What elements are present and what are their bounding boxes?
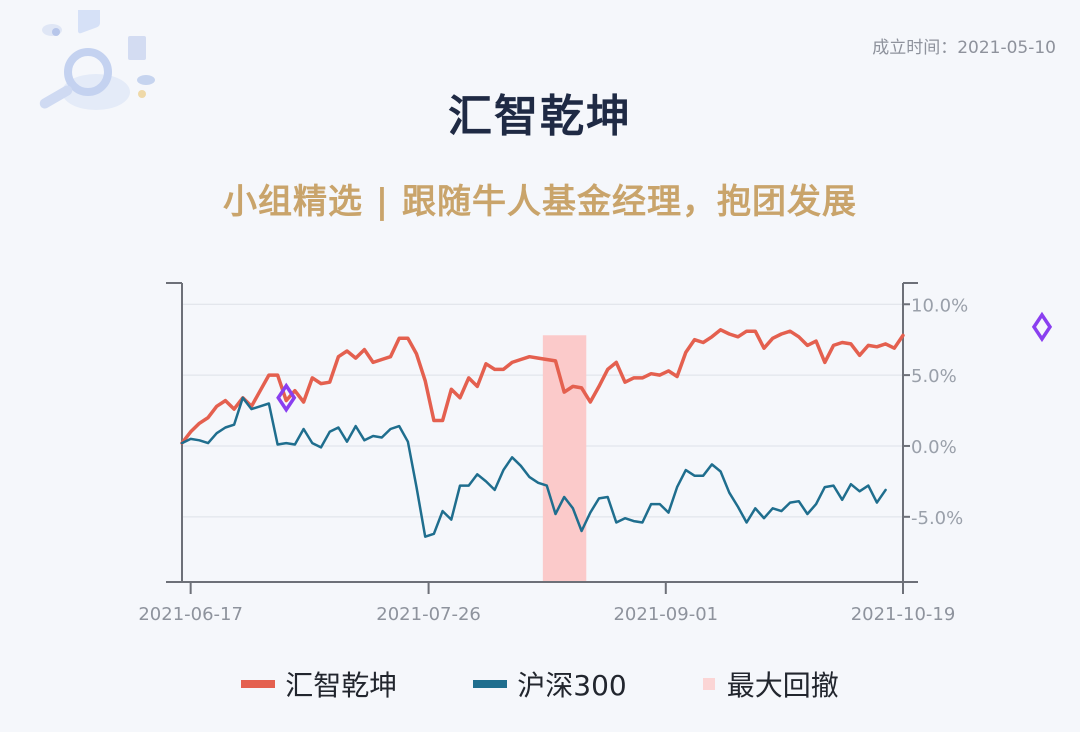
legend-item-portfolio: 汇智乾坤 (241, 664, 397, 704)
series-line-1 (180, 396, 887, 538)
panel-shape (78, 10, 100, 34)
legend-label-portfolio: 汇智乾坤 (285, 669, 398, 702)
dot-shape (52, 28, 60, 36)
x-tick-label-2: 2021-09-01 (613, 604, 718, 625)
y-tick-label-1: 5.0% (911, 366, 957, 387)
series-line-0 (180, 328, 905, 445)
drawdown-band (542, 335, 587, 582)
establish-date-value: 2021-05-10 (957, 38, 1056, 58)
legend-label-index: 沪深300 (517, 669, 627, 702)
decorative-illustration (39, 10, 155, 110)
x-tick-label-3: 2021-10-19 (851, 604, 956, 625)
legend-label-drawdown: 最大回撤 (726, 669, 839, 702)
legend-item-index: 沪深300 (473, 664, 627, 704)
establish-date-label: 成立时间： (872, 38, 958, 58)
page-title: 汇智乾坤 (448, 91, 632, 142)
y-tick-label-2: 0.0% (911, 437, 957, 458)
y-tick-label-3: -5.0% (911, 508, 963, 529)
pebble-shape (137, 75, 155, 85)
legend-item-drawdown: 最大回撤 (702, 664, 839, 704)
page-subtitle: 小组精选 | 跟随牛人基金经理，抱团发展 (222, 182, 858, 222)
x-tick-label-1: 2021-07-26 (376, 604, 481, 625)
performance-chart: 10.0% 5.0% 0.0% -5.0% 2021-06-17 2021-07-26 20… (138, 282, 1053, 625)
magnifier-icon (64, 48, 112, 96)
coin-shape (138, 90, 146, 98)
diamond-marker-1 (1031, 311, 1053, 343)
legend-swatch-drawdown (702, 678, 715, 690)
y-tick-label-0: 10.0% (911, 295, 968, 316)
legend-swatch-portfolio (241, 680, 276, 688)
establish-date: 成立时间：2021-05-10 (872, 33, 1056, 58)
x-tick-label-0: 2021-06-17 (138, 604, 243, 625)
chart-legend: 汇智乾坤 沪深300 最大回撤 (0, 664, 1080, 704)
diamond-marker-0 (276, 382, 297, 413)
legend-swatch-index (473, 680, 508, 688)
magnifier-handle (39, 85, 73, 109)
card-shape (128, 36, 146, 60)
